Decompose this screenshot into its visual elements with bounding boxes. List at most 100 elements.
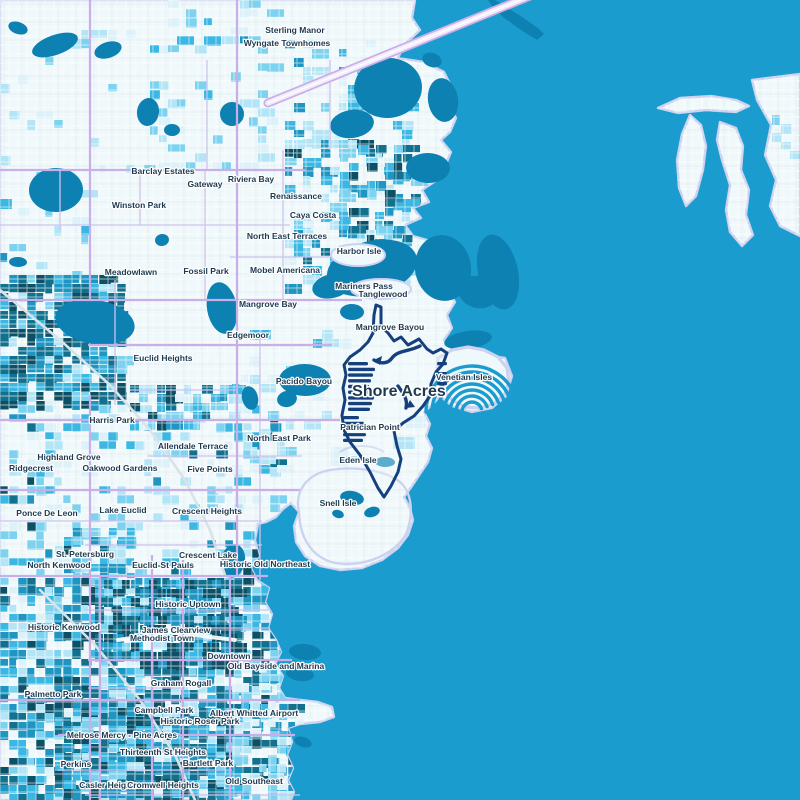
choropleth-block (18, 632, 35, 640)
venetian-canal-stripe (442, 382, 501, 414)
peninsula-outline-layer (296, 445, 412, 566)
choropleth-block (108, 578, 118, 586)
choropleth-block (72, 522, 81, 532)
choropleth-block (181, 744, 193, 753)
choropleth-block (45, 208, 53, 217)
choropleth-block (108, 356, 117, 366)
choropleth-block (243, 785, 252, 794)
choropleth-block (91, 717, 101, 727)
choropleth-block (18, 722, 29, 731)
choropleth-block (303, 266, 313, 274)
choropleth-block (258, 45, 269, 54)
choropleth-block (135, 659, 144, 669)
choropleth-block (63, 578, 80, 587)
choropleth-block (213, 135, 223, 144)
choropleth-block (64, 546, 72, 555)
choropleth-block (18, 75, 29, 85)
choropleth-block (73, 573, 81, 583)
choropleth-block (36, 522, 47, 532)
choropleth-block (198, 668, 207, 678)
choropleth-block (18, 558, 35, 566)
choropleth-block (322, 411, 332, 420)
choropleth-block (82, 753, 91, 761)
choropleth-block (109, 573, 119, 583)
choropleth-block (81, 423, 91, 432)
choropleth-block (144, 459, 153, 468)
map-label-venetian-isles: Venetian Isles (436, 372, 492, 382)
choropleth-block (108, 677, 120, 685)
choropleth-block (285, 121, 296, 130)
choropleth-block (180, 659, 197, 667)
eden-isle-outline (339, 445, 385, 453)
choropleth-block (148, 421, 156, 430)
choropleth-block (162, 495, 179, 505)
choropleth-block (252, 713, 262, 723)
choropleth-block (149, 589, 166, 597)
choropleth-block (81, 659, 92, 667)
choropleth-block (81, 677, 91, 687)
choropleth-block (781, 142, 791, 150)
choropleth-block (153, 596, 162, 605)
choropleth-block (27, 459, 39, 467)
shore-acres-boundary-highlight[interactable] (340, 303, 449, 499)
choropleth-block (45, 432, 57, 440)
choropleth-block (261, 623, 270, 631)
choropleth-block (268, 782, 278, 792)
map-label-st-petersburg: St. Petersburg (56, 549, 114, 559)
choropleth-block (277, 465, 294, 473)
choropleth-block (135, 567, 147, 575)
choropleth-block (154, 708, 163, 718)
choropleth-block (163, 708, 180, 718)
choropleth-block (54, 432, 62, 442)
choropleth-block (208, 708, 225, 717)
choropleth-block (261, 776, 269, 785)
choropleth-block (127, 717, 137, 725)
shore-acres-canal-finger (343, 438, 363, 442)
map-label-thirteenth-st-heights: Thirteenth St Heights (120, 747, 206, 757)
choropleth-block (54, 677, 71, 686)
choropleth-block (0, 531, 17, 540)
choropleth-block (249, 9, 258, 17)
map-label-harris-park: Harris Park (89, 415, 135, 425)
choropleth-block (243, 677, 255, 686)
choropleth-block (232, 710, 241, 719)
shore-acres-layer[interactable] (340, 303, 449, 499)
choropleth-block (216, 614, 228, 623)
choropleth-block (108, 623, 117, 633)
choropleth-block (222, 162, 231, 170)
choropleth-block (268, 375, 285, 383)
map-label-gateway: Gateway (188, 179, 223, 189)
choropleth-block (243, 659, 260, 669)
choropleth-block (81, 614, 90, 622)
choropleth-block (149, 625, 166, 633)
choropleth-block (136, 708, 148, 717)
choropleth-block (216, 468, 226, 478)
choropleth-block (189, 659, 200, 667)
choropleth-block (27, 650, 44, 660)
choropleth-block (322, 330, 334, 339)
choropleth-block (63, 423, 75, 431)
choropleth-block (167, 661, 184, 669)
choropleth-block (72, 39, 83, 49)
choropleth-block (217, 735, 227, 745)
choropleth-block (199, 708, 216, 718)
choropleth-block (159, 162, 176, 172)
choropleth-block (167, 616, 177, 625)
choropleth-block (9, 468, 21, 476)
choropleth-block (108, 293, 125, 303)
choropleth-block (303, 139, 320, 147)
choropleth-block (243, 605, 260, 613)
choropleth-block (279, 704, 296, 714)
choropleth-block (772, 115, 780, 125)
choropleth-block (27, 558, 44, 568)
choropleth-block (171, 776, 183, 784)
choropleth-block (72, 758, 89, 766)
map-label-james-clearview: James Clearview (142, 625, 211, 635)
choropleth-block (9, 623, 17, 631)
choropleth-block (411, 194, 421, 204)
choropleth-block (202, 412, 211, 421)
choropleth-block (241, 692, 252, 700)
choropleth-block (199, 699, 216, 707)
